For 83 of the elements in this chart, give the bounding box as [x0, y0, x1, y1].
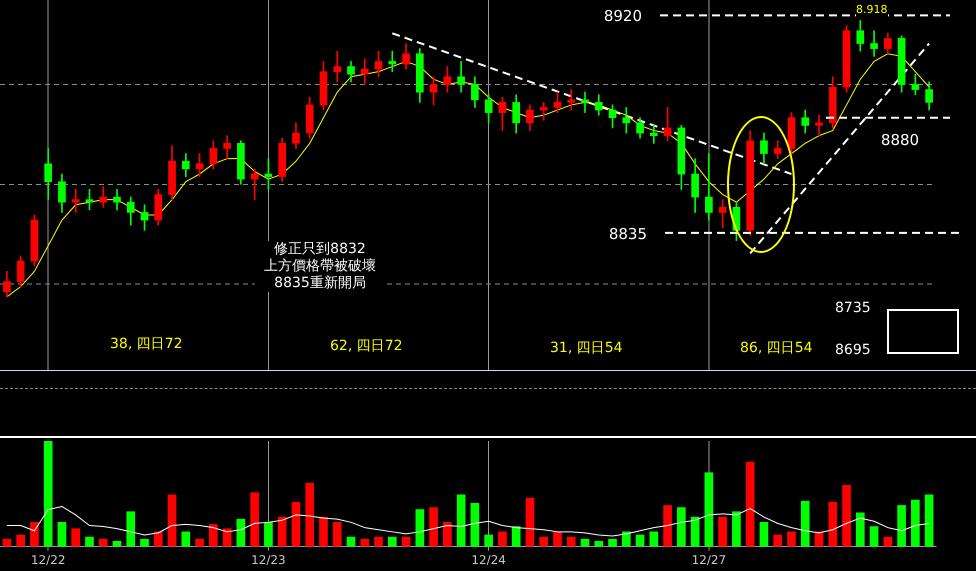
bar [112, 540, 122, 547]
bar [649, 531, 658, 547]
bar [897, 505, 906, 547]
bar [71, 528, 80, 547]
bar [58, 522, 66, 547]
bar [800, 500, 810, 547]
bar [512, 526, 521, 547]
bar [264, 522, 273, 547]
x-tick-label: 12/27 [692, 552, 726, 567]
bar [911, 500, 920, 547]
bar [402, 536, 410, 547]
bar [883, 536, 892, 547]
bar [85, 536, 94, 547]
bar [250, 492, 259, 547]
bar [236, 518, 246, 547]
annotation: 38, 四日72 [110, 336, 183, 353]
ref-line-label: 8920 [604, 7, 642, 26]
bar [332, 522, 342, 547]
x-tick-label: 12/24 [471, 552, 506, 567]
bar [360, 538, 370, 547]
bar [292, 502, 300, 547]
bar [677, 507, 686, 547]
bar [622, 531, 631, 547]
bar [690, 516, 700, 547]
bar [484, 534, 493, 547]
bar [924, 494, 934, 547]
annotation: 修正只到8832 上方價格帶被破壞 8835重新開局 [255, 241, 385, 292]
bar [98, 538, 108, 547]
bar [760, 522, 768, 547]
annotation: 86, 四日54 [740, 340, 813, 357]
ref-line-label: 8835 [608, 224, 647, 243]
annotation: 62, 四日72 [330, 338, 403, 355]
x-tick-label: 12/22 [30, 552, 66, 567]
bar [636, 534, 644, 547]
bar [222, 528, 232, 547]
bar [842, 485, 851, 547]
annotation: 8735 [835, 300, 871, 317]
bar [828, 502, 838, 547]
bar [566, 536, 576, 547]
bar [346, 536, 356, 547]
bar [814, 531, 824, 547]
bar [181, 531, 190, 547]
bar [443, 522, 452, 547]
bar [732, 511, 741, 547]
bar [663, 505, 672, 547]
bar [718, 516, 727, 547]
ref-line-label: 8880 [880, 131, 920, 150]
bar [553, 531, 562, 547]
bar [195, 538, 204, 547]
annotation: 8.918 [856, 1, 888, 18]
bar [140, 538, 149, 547]
bar [429, 507, 438, 547]
bar [470, 502, 480, 547]
bar [209, 524, 218, 547]
bar [870, 526, 878, 547]
bar [154, 531, 163, 547]
bar [415, 509, 424, 547]
bar [319, 516, 328, 547]
bar [526, 498, 534, 547]
bar [608, 538, 617, 547]
annotation: 8695 [835, 342, 871, 359]
bar [16, 534, 25, 547]
bar [305, 482, 314, 547]
bar [773, 534, 782, 547]
bar [374, 536, 383, 547]
bar [126, 511, 136, 547]
bar [388, 536, 397, 547]
bar [746, 462, 755, 547]
bar [594, 540, 604, 547]
bar [704, 472, 714, 547]
bar [856, 512, 865, 547]
bar [278, 516, 287, 547]
bar [30, 522, 39, 547]
bar [44, 441, 53, 547]
bar [168, 494, 176, 547]
x-tick-label: 12/23 [251, 552, 286, 567]
bar [580, 538, 590, 547]
bar [456, 494, 466, 547]
bar [787, 531, 796, 547]
bar [539, 536, 548, 547]
bar [2, 538, 12, 547]
annotation: 31, 四日54 [550, 340, 623, 357]
bar [498, 531, 507, 547]
